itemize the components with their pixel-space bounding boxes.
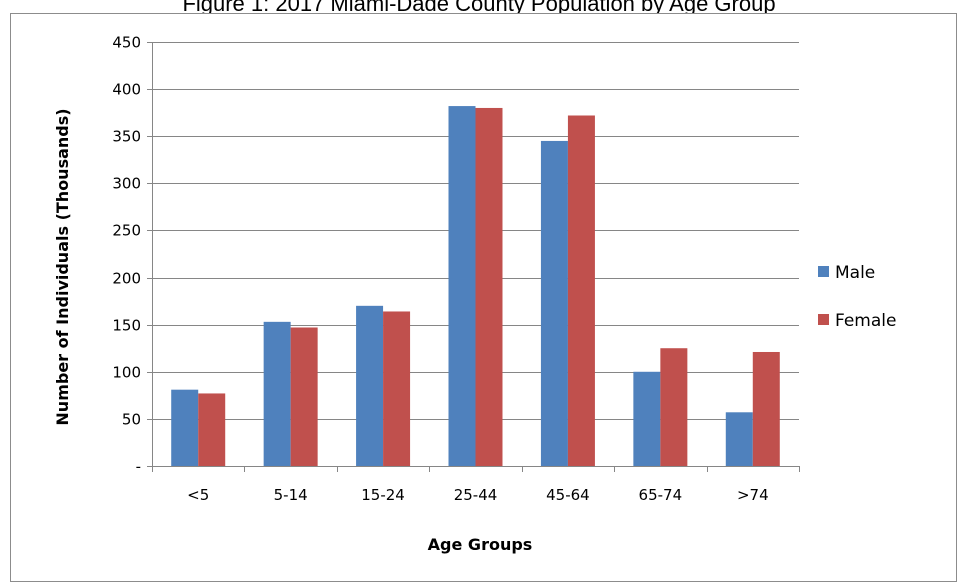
y-tick-label: 50 [122,411,141,429]
bar-female [752,351,780,466]
bar-male [540,140,568,466]
legend-label-female: Female [835,311,896,331]
x-tick-label: >74 [737,486,769,504]
y-tick-labels: - 50 100 150 200 250 300 350 400 450 [112,34,141,476]
y-axis-title: Number of Individuals (Thousands) [53,108,72,425]
bar-female [567,115,595,466]
legend-swatch-male [818,266,829,277]
x-tick-label: 25-44 [454,486,498,504]
bars [171,106,780,467]
bar-male [448,106,476,467]
x-tick-label: 45-64 [546,486,590,504]
bar-male [171,389,199,466]
bar-female [475,107,503,466]
y-tick-label: 250 [112,222,141,240]
y-tick-label: 200 [112,270,141,288]
y-tick-label: 350 [112,128,141,146]
x-tick-label: <5 [187,486,209,504]
bar-female [660,348,688,466]
x-axis-title: Age Groups [428,535,533,554]
y-tick-label: 100 [112,364,141,382]
bar-male [263,321,291,466]
bar-female [290,327,318,466]
bar-male [725,412,753,466]
chart-title: Figure 1: 2017 Miami-Dade County Populat… [182,0,776,16]
axes [147,42,800,472]
x-tick-label: 65-74 [639,486,683,504]
y-tick-label: 400 [112,81,141,99]
x-tick-label: 15-24 [361,486,405,504]
bar-male [633,371,661,466]
legend: Male Female [818,263,896,331]
y-tick-label: 450 [112,34,141,52]
legend-swatch-female [818,314,829,325]
x-tick-label: 5-14 [274,486,308,504]
bar-male [356,305,384,466]
y-tick-label: 300 [112,175,141,193]
y-tick-label: 150 [112,317,141,335]
x-tick-labels: <5 5-14 15-24 25-44 45-64 65-74 >74 [187,486,768,504]
bar-female [198,393,226,466]
bar-female [383,311,411,466]
y-tick-label: - [136,458,141,476]
legend-label-male: Male [835,263,875,283]
